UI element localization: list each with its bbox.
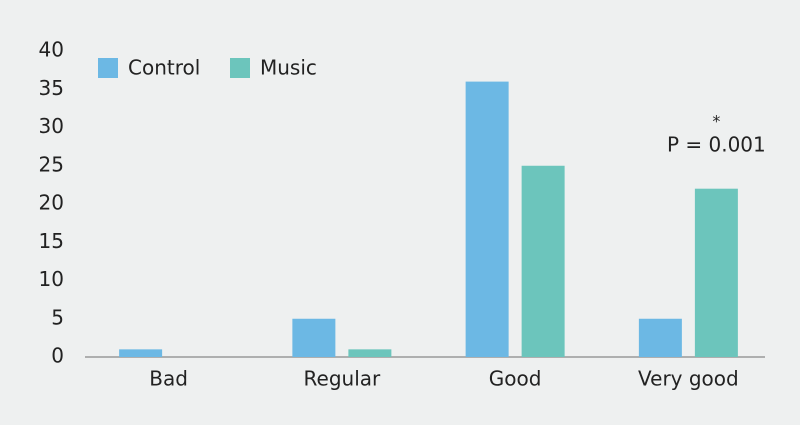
y-tick-label: 35 (39, 76, 64, 100)
x-tick-label: Very good (638, 367, 739, 391)
legend-label: Control (128, 56, 200, 80)
y-tick-label: 5 (51, 305, 64, 329)
annotation-p-value: P = 0.001 (667, 133, 766, 157)
bar (465, 81, 509, 357)
y-tick-label: 10 (39, 267, 64, 291)
bar (348, 349, 392, 357)
legend-label: Music (260, 56, 317, 80)
y-tick-label: 40 (39, 38, 64, 62)
x-tick-label: Good (489, 367, 542, 391)
y-tick-label: 15 (39, 229, 64, 253)
legend-swatch (98, 58, 118, 78)
y-tick-label: 30 (39, 114, 64, 138)
bar (119, 349, 163, 357)
bar (694, 188, 738, 357)
annotation-star: * (712, 112, 720, 131)
y-tick-label: 25 (39, 152, 64, 176)
bar (638, 318, 682, 357)
y-tick-label: 0 (51, 344, 64, 368)
x-tick-label: Bad (149, 367, 188, 391)
bar (521, 165, 565, 357)
x-tick-label: Regular (304, 367, 381, 391)
y-tick-label: 20 (39, 191, 64, 215)
bar (292, 318, 336, 357)
legend-swatch (230, 58, 250, 78)
